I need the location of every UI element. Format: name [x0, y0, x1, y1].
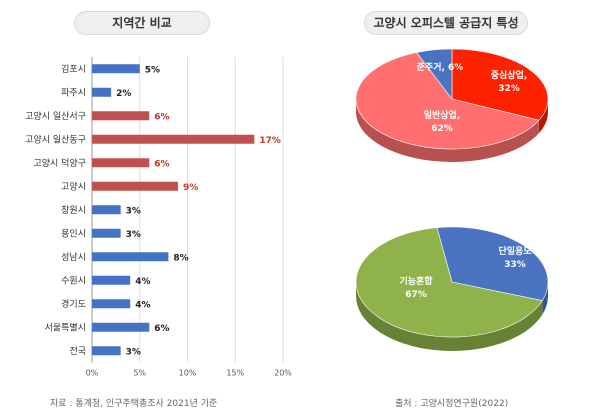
category-label: 파주시 — [61, 87, 86, 98]
data-label: 4% — [135, 300, 150, 310]
bar — [92, 275, 131, 285]
data-label: 17% — [259, 136, 281, 146]
data-label: 6% — [154, 159, 169, 169]
bar — [92, 252, 169, 262]
x-tick-label: 20% — [274, 369, 292, 378]
pie-data-label: 기능혼합 67% — [399, 275, 433, 300]
pie-slice — [355, 52, 540, 150]
x-tick-label: 15% — [226, 369, 244, 378]
category-label: 서울특별시 — [45, 322, 86, 333]
data-label: 4% — [135, 277, 150, 287]
left-source-note: 자료 : 통계청, 인구주택총조사 2021년 기준 — [50, 399, 218, 409]
data-label: 6% — [154, 112, 169, 122]
category-label: 김포시 — [61, 63, 86, 75]
data-label: 2% — [116, 89, 131, 99]
bar — [92, 299, 131, 309]
pie-data-label: 일반상업, 62% — [424, 109, 461, 134]
category-label: 경기도 — [61, 298, 86, 310]
category-label: 고양시 — [61, 181, 86, 192]
pie-slice-side — [356, 282, 543, 351]
x-tick-label: 5% — [133, 369, 146, 378]
category-label: 수원시 — [61, 275, 86, 286]
bar — [92, 205, 121, 215]
bar — [92, 181, 178, 191]
data-label: 6% — [154, 324, 169, 334]
data-label: 5% — [145, 65, 160, 75]
pie-slice-side — [356, 99, 539, 162]
pie-slice — [436, 226, 549, 301]
data-label: 3% — [126, 230, 141, 240]
category-label: 고양시 일산동구 — [25, 134, 86, 145]
bar — [92, 111, 150, 121]
data-label: 3% — [126, 206, 141, 216]
category-label: 고양시 덕양구 — [33, 158, 86, 169]
right-chart-title: 고양시 오피스텔 공급지 특성 — [364, 11, 528, 35]
x-tick-label: 10% — [179, 369, 197, 378]
category-label: 용인시 — [61, 228, 86, 239]
category-label: 고양시 일산서구 — [25, 111, 86, 122]
right-source-note: 출처 : 고양시정연구원(2022) — [395, 399, 509, 409]
bar — [92, 346, 121, 356]
data-label: 8% — [173, 253, 188, 263]
bar — [92, 134, 255, 144]
category-label: 전국 — [69, 346, 86, 357]
bar — [92, 158, 150, 168]
pie-slice — [355, 227, 543, 338]
pie-data-label: 중심상업, 32% — [491, 69, 528, 94]
category-label: 창원시 — [61, 205, 86, 216]
pie-slice — [451, 48, 549, 121]
bar — [92, 87, 112, 97]
pie-data-label: 준주거, 6% — [417, 61, 464, 73]
bar — [92, 322, 150, 332]
bar — [92, 64, 140, 74]
x-tick-label: 0% — [86, 369, 99, 378]
data-label: 3% — [126, 347, 141, 357]
pie-slice — [416, 48, 453, 100]
pie-slice-side — [542, 282, 548, 315]
bar — [92, 228, 121, 238]
data-label: 9% — [183, 183, 198, 193]
pie-data-label: 단일용도 33% — [498, 245, 532, 270]
category-label: 성남시 — [61, 252, 86, 263]
pie-slice-side — [538, 99, 548, 134]
left-chart-title: 지역간 비교 — [74, 11, 210, 35]
